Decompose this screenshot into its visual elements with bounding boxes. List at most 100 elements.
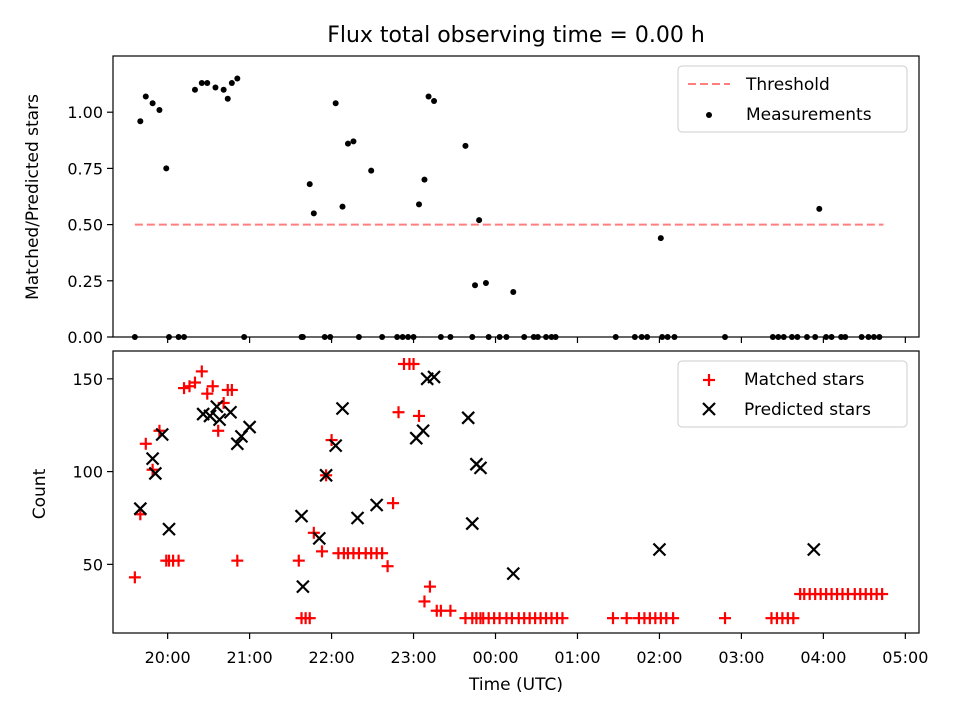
matched-star-marker xyxy=(195,365,208,378)
matched-star-marker xyxy=(620,612,633,625)
measurement-point xyxy=(612,334,619,340)
predicted-star-marker xyxy=(162,522,176,536)
predicted-star-marker xyxy=(461,411,475,425)
ratio-y-tick-label: 1.00 xyxy=(67,103,103,122)
measurement-point xyxy=(816,205,823,212)
predicted-stars-points xyxy=(133,370,821,594)
matched-star-marker xyxy=(606,612,619,625)
measurement-point xyxy=(368,167,375,174)
predicted-star-marker xyxy=(294,509,309,523)
legend-matched-label: Matched stars xyxy=(744,370,864,390)
measurement-point xyxy=(212,84,219,91)
predicted-star-marker xyxy=(652,542,667,557)
count-panel-frame xyxy=(112,350,920,634)
measurement-point xyxy=(865,334,872,340)
measurement-point xyxy=(521,334,528,340)
measurement-points xyxy=(131,75,883,340)
measurement-point xyxy=(131,334,138,340)
legend-measurements-label: Measurements xyxy=(746,105,872,125)
matched-stars-points xyxy=(128,357,889,625)
measurement-point xyxy=(472,282,479,289)
ratio-x-ticks xyxy=(167,337,906,343)
measurement-point xyxy=(431,97,438,104)
count-y-axis-label: Count xyxy=(30,468,50,519)
measurement-point xyxy=(469,334,476,340)
measurement-point xyxy=(149,100,156,107)
measurement-point xyxy=(175,334,182,340)
ratio-legend-box xyxy=(677,65,908,133)
legend-matched-swatch xyxy=(703,374,715,386)
ratio-panel-frame xyxy=(112,55,920,338)
measurement-point xyxy=(394,334,401,340)
measurement-point xyxy=(421,176,428,183)
predicted-star-marker xyxy=(212,412,227,427)
count-legend: Matched stars Predicted stars xyxy=(677,360,908,428)
count-x-tick-label: 00:00 xyxy=(472,648,518,667)
predicted-star-marker xyxy=(427,370,441,384)
measurement-point xyxy=(803,334,810,340)
matched-star-marker xyxy=(392,406,405,419)
measurement-point xyxy=(447,334,454,340)
count-panel: 50 100 150 20:00 21:00 22:00 23:00 00:00 01:00 0… xyxy=(30,350,928,695)
count-x-tick-label: 04:00 xyxy=(800,648,846,667)
measurement-point xyxy=(548,334,555,340)
measurement-point xyxy=(788,334,795,340)
matched-star-marker xyxy=(172,554,185,567)
count-y-ticks: 50 100 150 xyxy=(72,370,113,574)
matched-star-marker xyxy=(667,612,680,625)
measurement-point xyxy=(858,334,865,340)
predicted-star-marker xyxy=(242,420,257,434)
matched-star-marker xyxy=(407,357,420,370)
measurement-point xyxy=(299,334,306,340)
measurement-point xyxy=(482,280,489,287)
measurement-point xyxy=(306,181,313,188)
matched-star-marker xyxy=(876,588,889,601)
measurement-point xyxy=(638,334,645,340)
ratio-y-tick-label: 0.25 xyxy=(67,272,103,291)
count-x-tick-label: 01:00 xyxy=(554,648,600,667)
measurement-point xyxy=(198,79,205,86)
measurement-point xyxy=(399,334,406,340)
matched-star-marker xyxy=(303,612,316,625)
predicted-star-marker xyxy=(319,468,333,483)
measurement-point xyxy=(485,334,492,340)
measurement-point xyxy=(350,138,357,145)
count-x-tick-label: 05:00 xyxy=(882,648,928,667)
predicted-star-marker xyxy=(473,461,488,475)
legend-predicted-label: Predicted stars xyxy=(744,400,871,420)
predicted-star-marker xyxy=(230,436,245,451)
measurement-point xyxy=(321,334,328,340)
matched-star-marker xyxy=(719,612,732,625)
measurement-point xyxy=(327,334,334,340)
measurement-point xyxy=(671,334,678,340)
count-x-tick-label: 03:00 xyxy=(718,648,764,667)
predicted-star-marker xyxy=(210,399,224,414)
measurement-point xyxy=(166,334,173,340)
measurement-point xyxy=(769,334,776,340)
measurement-point xyxy=(644,334,651,340)
measurement-point xyxy=(876,334,883,340)
predicted-star-marker xyxy=(145,451,160,466)
ratio-y-axis-label: Matched/Predicted stars xyxy=(23,94,43,300)
count-x-tick-label: 23:00 xyxy=(390,648,436,667)
measurement-point xyxy=(204,79,211,86)
measurement-point xyxy=(379,334,386,340)
measurement-point xyxy=(659,334,666,340)
measurement-point xyxy=(220,86,227,93)
count-x-tick-label: 22:00 xyxy=(309,648,355,667)
matched-star-marker xyxy=(139,437,152,450)
measurement-point xyxy=(310,210,317,217)
measurement-point xyxy=(437,334,444,340)
ratio-y-ticks: 0.00 0.25 0.50 0.75 1.00 xyxy=(67,103,113,347)
measurement-point xyxy=(339,203,346,210)
predicted-star-marker xyxy=(155,427,169,442)
measurement-point xyxy=(552,334,559,340)
measurement-point xyxy=(870,334,877,340)
chart-title: Flux total observing time = 0.00 h xyxy=(327,23,705,48)
measurement-point xyxy=(503,334,510,340)
measurement-point xyxy=(476,217,483,224)
matched-star-marker xyxy=(787,612,800,625)
matched-star-marker xyxy=(316,545,329,558)
measurement-point xyxy=(838,334,845,340)
